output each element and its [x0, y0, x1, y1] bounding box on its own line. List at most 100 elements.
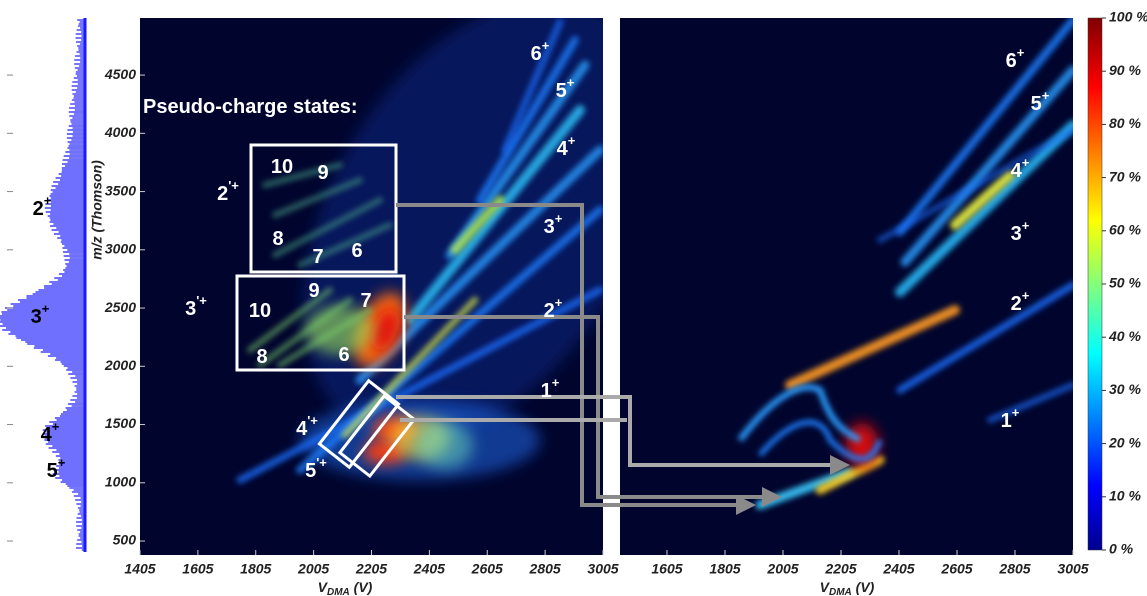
annotation-text: 10	[271, 156, 293, 178]
annotation-text: 5	[47, 460, 58, 482]
annotation-text: 6	[338, 344, 349, 366]
annotation-sup: +	[1022, 155, 1030, 170]
heatmap	[737, 18, 1073, 510]
boxes	[235, 143, 417, 479]
annotation: 4+	[1011, 155, 1030, 182]
annotation-text: 3	[544, 216, 555, 238]
annotation: 2'+	[217, 178, 239, 205]
arrow	[396, 203, 756, 515]
annotation-text: 1	[541, 380, 552, 402]
streak	[257, 297, 353, 368]
annotation: 9	[317, 162, 328, 184]
annotation-sup: +	[567, 75, 575, 90]
colorbar-tick-label: 30 %	[1109, 381, 1141, 397]
x-tick-label: 2205	[824, 561, 856, 577]
annotation: 5+	[556, 75, 575, 102]
colorbar	[1087, 17, 1103, 551]
annotation-text: 5	[305, 460, 316, 482]
x-tick-label: 2805	[529, 561, 561, 577]
streak	[297, 222, 393, 268]
annotation: 5'+	[305, 455, 327, 482]
annotation-sup: +	[42, 301, 50, 316]
annotation: 8	[272, 228, 283, 250]
annotation-text: 6	[351, 240, 362, 262]
annotation-sup: +	[1017, 45, 1025, 60]
spectrum	[0, 18, 87, 552]
label-part: V	[820, 579, 831, 595]
label-part: DMA	[327, 587, 350, 596]
y-tick-label: 3000	[105, 241, 136, 257]
annotation-text: 4	[296, 418, 308, 440]
annotation-text: 2	[1011, 293, 1022, 315]
annotation: 6+	[531, 38, 550, 65]
x-tick-label: 3005	[1057, 561, 1088, 577]
annotation-sup: +	[44, 193, 52, 208]
annotation-text: 1	[1001, 410, 1012, 432]
x-tick-label: 1605	[182, 561, 213, 577]
annotation-text: 3	[1011, 223, 1022, 245]
x-tick-label: 2405	[413, 561, 445, 577]
y-tick-label: 4500	[104, 66, 136, 82]
annotation-text: 8	[256, 346, 267, 368]
annotation: 7	[312, 246, 323, 268]
annotation-sup: +	[542, 38, 550, 53]
streak	[272, 177, 363, 218]
colorbar-tick-label: 0 %	[1109, 541, 1134, 557]
annotation-sup: +	[52, 419, 60, 434]
annotation-sup: +	[1022, 218, 1030, 233]
colorbar-tick-label: 20 %	[1108, 434, 1141, 450]
annotation: 1+	[1001, 405, 1020, 432]
streak	[272, 197, 383, 258]
x-tick-label: 2005	[297, 561, 329, 577]
annotation: 4+	[557, 133, 576, 160]
annotation-text: 2	[544, 300, 555, 322]
colorbar-tick-label: 40 %	[1108, 328, 1141, 344]
arrow	[396, 395, 850, 475]
y-tick-label: 2000	[104, 357, 136, 373]
streak	[476, 36, 579, 204]
x-tick-label: 2605	[471, 561, 503, 577]
streak	[405, 105, 585, 325]
annotation: 2+	[33, 193, 52, 220]
streak	[262, 162, 343, 188]
annotation: 5+	[47, 455, 66, 482]
annotation-text: 7	[312, 246, 323, 268]
annotation: 3+	[544, 211, 563, 238]
box	[235, 274, 406, 372]
annotation-sup: +	[58, 455, 66, 470]
x-tick-label: 1405	[124, 561, 155, 577]
streak	[501, 18, 564, 154]
annotation: 9	[308, 280, 319, 302]
annotation-text: 5	[556, 80, 567, 102]
colorbar-tick-label: 60 %	[1109, 222, 1141, 238]
blob	[370, 309, 400, 351]
annotation: 2+	[1011, 288, 1030, 315]
annotation-sup: +	[552, 375, 560, 390]
annotation-sup: +	[1012, 405, 1020, 420]
annotation-sup: '+	[228, 178, 239, 193]
annotation-text: 4	[557, 138, 569, 160]
annotation-text: 4	[1011, 160, 1023, 182]
annotation-text: 3	[31, 306, 42, 328]
colorbar-tick-label: 50 %	[1109, 275, 1141, 291]
streak	[987, 382, 1073, 423]
streak	[900, 65, 1073, 267]
annotation: 3'+	[185, 293, 207, 320]
y-axis-label: m/z (Thomson)	[89, 160, 105, 260]
annotation-sup: +	[555, 295, 563, 310]
annotation: 4+	[41, 419, 60, 446]
colorbar-tick-label: 10 %	[1109, 488, 1141, 504]
streak	[785, 305, 960, 390]
annotation-text: 8	[272, 228, 283, 250]
annotation: 2+	[544, 295, 563, 322]
streak	[815, 455, 885, 495]
streak	[896, 18, 1073, 236]
annotation-text: 6	[1006, 50, 1017, 72]
streak	[737, 384, 862, 443]
y-tick-label: 2500	[104, 299, 136, 315]
annotation-text: 5	[1031, 93, 1042, 115]
x-tick-label: 2605	[940, 561, 972, 577]
annotation: 8	[256, 346, 267, 368]
x-tick-label: 2805	[998, 561, 1030, 577]
streak	[341, 296, 479, 439]
